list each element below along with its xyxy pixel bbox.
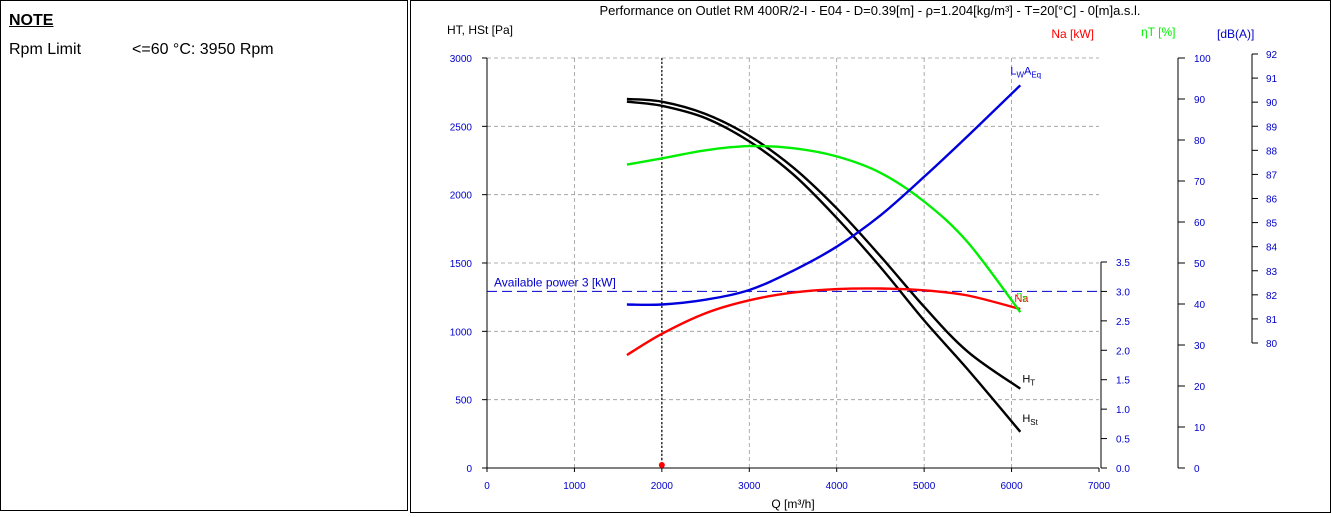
power-tick-label: 1.0 [1116,405,1130,416]
sound-tick-label: 91 [1266,74,1278,85]
sound-tick-label: 81 [1266,315,1278,326]
power-tick-label: 0.0 [1116,464,1130,475]
efficiency-tick-label: 70 [1194,177,1206,188]
series-na-line [626,287,1021,357]
sound-tick-label: 85 [1266,219,1278,230]
pressure-axis-label: HT, HSt [Pa] [447,23,513,37]
x-tick-label: 1000 [563,481,586,492]
pressure-tick-label: 500 [455,396,472,407]
series-sound-line [626,84,1022,307]
pressure-tick-label: 2500 [450,122,473,133]
sound-axis-label: [dB(A)] [1217,27,1254,41]
sound-tick-label: 84 [1266,243,1278,254]
efficiency-tick-label: 20 [1194,382,1206,393]
x-tick-label: 4000 [826,481,849,492]
pressure-tick-label: 3000 [450,54,473,65]
note-title: NOTE [9,12,54,29]
pressure-tick-label: 1500 [450,259,473,270]
available-power-label: Available power 3 [kW] [494,275,616,289]
rpm-limit-value: <=60 °C: 3950 Rpm [132,41,274,58]
pressure-tick-label: 2000 [450,191,473,202]
x-tick-label: 5000 [913,481,936,492]
series-ht-line [626,97,1021,390]
sound-tick-label: 80 [1266,339,1278,350]
x-tick-label: 3000 [738,481,761,492]
power-tick-label: 2.5 [1116,317,1130,328]
sound-tick-label: 90 [1266,98,1278,109]
series-hst-line [626,100,1022,433]
power-tick-label: 0.5 [1116,435,1130,446]
sound-tick-label: 82 [1266,291,1278,302]
chart-panel: Performance on Outlet RM 400R/2-I - E04 … [410,0,1331,513]
series-sound-label: LWAEq [1010,65,1041,79]
sound-tick-label: 88 [1266,146,1278,157]
pressure-tick-label: 0 [466,464,472,475]
efficiency-tick-label: 60 [1194,218,1206,229]
note-panel: NOTE Rpm Limit <=60 °C: 3950 Rpm [0,0,408,511]
operating-point-marker [658,462,665,468]
efficiency-tick-label: 0 [1194,464,1200,475]
efficiency-tick-label: 40 [1194,300,1206,311]
efficiency-tick-label: 30 [1194,341,1206,352]
sound-tick-label: 89 [1266,122,1278,133]
power-tick-label: 1.5 [1116,376,1130,387]
power-tick-label: 3.0 [1116,287,1130,298]
efficiency-tick-label: 10 [1194,423,1206,434]
power-tick-label: 2.0 [1116,346,1130,357]
efficiency-tick-label: 100 [1194,54,1211,65]
efficiency-tick-label: 80 [1194,136,1206,147]
x-tick-label: 0 [484,481,490,492]
power-axis-label: Na [kW] [1051,27,1094,41]
series-efficiency-label: ηT [1016,290,1027,304]
x-tick-label: 7000 [1088,481,1111,492]
sound-tick-label: 92 [1266,50,1278,61]
power-tick-label: 3.5 [1116,258,1130,269]
efficiency-tick-label: 50 [1194,259,1206,270]
efficiency-tick-label: 90 [1194,95,1206,106]
series-hst-label: HSt [1022,413,1038,427]
sound-tick-label: 83 [1266,267,1278,278]
sound-tick-label: 86 [1266,195,1278,206]
chart-title: Performance on Outlet RM 400R/2-I - E04 … [599,3,1140,18]
x-axis-label: Q [m³/h] [771,497,814,511]
performance-chart: Performance on Outlet RM 400R/2-I - E04 … [447,3,1278,511]
series-na-label: Na [1014,293,1029,305]
x-tick-label: 2000 [651,481,674,492]
series-efficiency-line [626,144,1022,313]
pressure-tick-label: 1000 [450,327,473,338]
sound-tick-label: 87 [1266,170,1278,181]
efficiency-axis-label: ηT [%] [1141,25,1175,39]
x-tick-label: 6000 [1000,481,1023,492]
series-ht-label: HT [1022,374,1035,388]
rpm-limit-label: Rpm Limit [9,41,82,58]
